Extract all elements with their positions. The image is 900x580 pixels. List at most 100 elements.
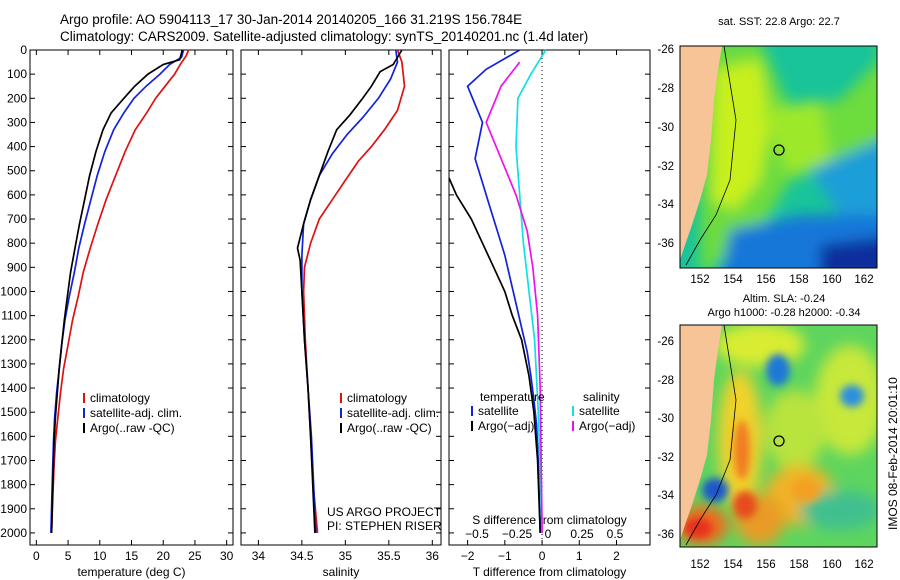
y-tick-label: 1200 [0,333,27,347]
sst-ytick: -26 [657,44,674,56]
legend-label: Argo(−adj) [579,419,635,433]
x-tick-label: 30 [220,549,234,563]
chart-panel-temperature: 0 5 10 15 20 25 30 temperature (deg C) 0 100 200 30… [0,43,233,579]
sst-title: sat. SST: 22.8 Argo: 22.7 [718,16,840,28]
y-tick-label: 1600 [0,429,27,443]
y-tick-label: 1500 [0,405,27,419]
y-tick-label: 200 [7,91,27,105]
sst-xtick: 156 [756,274,775,286]
sla-argo-marker [773,435,785,447]
imos-timestamp: IMOS 08-Feb-2014 20:01:10 [886,377,900,530]
x-tick-label: −2 [461,549,475,563]
sla-axes: 152 154 156 158 160 162 -26 -28 -30 -32 … [657,336,873,571]
chart-panel-salinity: 34 34.5 35 35.5 36 salinity climatologysatelli… [240,49,442,579]
profile-title: Argo profile: AO 5904113_17 30-Jan-2014 … [60,12,523,27]
legend-label: satellite-adj. clim. [90,406,182,420]
sla-isobath [685,325,737,546]
x-tick-label: 0 [33,549,40,563]
sla-ytick: -26 [657,336,674,348]
y-tick-label: 100 [7,67,27,81]
sst-xtick: 152 [690,274,709,286]
sla-title-line2: Argo h1000: -0.28 h2000: -0.34 [708,307,861,319]
x-tick-label: 34.5 [290,549,314,563]
x-tick-label: 10 [93,549,107,563]
sla-ytick: -34 [657,490,674,502]
y-tick-label: 800 [7,236,27,250]
series-satellite-adj-clim- [301,49,399,533]
sla-map [680,325,877,547]
x-tick-label: 20 [157,549,171,563]
sst-ytick: -32 [657,161,674,173]
sst-xtick: 158 [789,274,808,286]
y-tick-label: 400 [7,140,27,154]
x-tick-label: 1 [576,549,583,563]
legend-label: climatology [347,391,407,405]
sst-ytick: -28 [657,83,674,95]
series-salinity-satellite [515,49,547,533]
salinity-diff-tick-label: −0.5 [465,527,489,541]
sla-land [680,325,722,540]
x-axis-label: temperature (deg C) [77,565,185,579]
sst-ytick: -36 [657,238,674,250]
x-tick-label: 35 [339,549,353,563]
sla-ytick: -30 [657,413,674,425]
salinity-diff-tick-label: 0.5 [607,527,624,541]
sst-ytick: -34 [657,199,674,211]
y-tick-label: 1100 [1,309,27,323]
series-argo [50,49,184,533]
legend-label: satellite [579,404,620,418]
series-temperature-satellite [466,49,542,533]
sla-ytick: -32 [657,452,674,464]
x-tick-label: 34 [252,549,266,563]
y-tick-label: 1900 [0,502,27,516]
climatology-title: Climatology: CARS2009. Satellite-adjuste… [60,29,589,44]
legend-header-salinity: salinity [583,390,620,404]
x-tick-label: 2 [613,549,620,563]
x-axis-label: T difference from climatology [473,565,627,579]
legend-header-temperature: temperature [480,390,545,404]
sla-xtick: 154 [723,559,743,571]
sla-xtick: 160 [822,559,841,571]
legend-label: Argo(..raw -QC) [347,421,432,435]
y-tick-label: 1000 [0,284,27,298]
series-satellite-adj-clim- [50,49,185,533]
series-climatology [302,49,406,533]
sla-ytick: -36 [657,529,674,541]
sst-axes: 152 154 156 158 160 162 -26 -28 -30 -32 … [657,44,873,286]
sst-ytick: -30 [657,122,674,134]
sla-xtick: 158 [789,559,808,571]
sla-xtick: 156 [756,559,775,571]
x-tick-label: 25 [188,549,202,563]
x-tick-label: 0 [539,549,546,563]
series-temperature-argo [448,177,542,533]
series-salinity-argo [485,61,543,533]
salinity-diff-axis-label: S difference from climatology [472,513,627,527]
project-label: US ARGO PROJECT [327,505,442,519]
sst-isobath [685,46,737,266]
sst-field [700,46,877,268]
sla-title-line1: Altim. SLA: -0.24 [743,293,826,305]
x-tick-label: 36 [426,549,440,563]
x-tick-label: 35.5 [377,549,401,563]
legend-label: climatology [90,391,150,405]
x-tick-label: 15 [125,549,139,563]
y-tick-label: 300 [7,115,27,129]
sst-map [680,46,877,268]
legend-label: Argo(..raw -QC) [90,421,175,435]
plot-frame [240,49,442,546]
y-tick-label: 600 [7,188,27,202]
x-tick-label: −1 [498,549,512,563]
plot-frame [29,49,234,546]
sst-land [680,46,722,260]
y-tick-label: 900 [7,260,27,274]
y-tick-label: 1400 [0,381,27,395]
sla-ytick: -28 [657,375,674,387]
y-tick-label: 1300 [0,357,27,371]
sla-xtick: 152 [690,559,709,571]
sla-xtick: 162 [854,559,873,571]
y-tick-label: 500 [7,164,27,178]
salinity-diff-tick-label: −0.25 [502,527,533,541]
salinity-diff-tick-label: 0 [545,527,552,541]
y-tick-label: 0 [20,43,27,57]
